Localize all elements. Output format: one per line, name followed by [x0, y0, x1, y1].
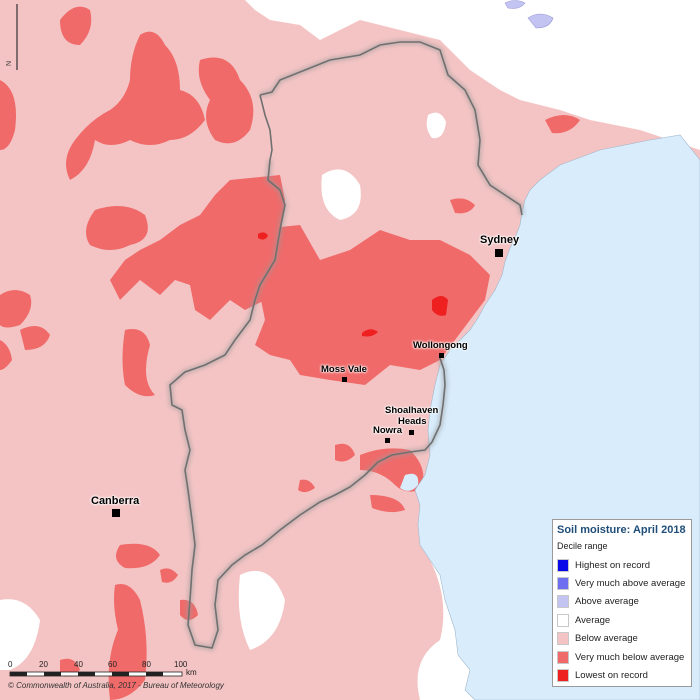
scale-tick-60: 60 [108, 660, 117, 669]
scale-tick-20: 20 [39, 660, 48, 669]
legend-item-lowest: Lowest on record [553, 666, 691, 684]
nowra-marker [385, 438, 390, 443]
legend-title: Soil moisture: April 2018 [557, 524, 686, 536]
scale-tick-100: 100 [174, 660, 188, 669]
city-label-canberra: Canberra [91, 495, 140, 507]
legend-label: Very much above average [575, 578, 686, 590]
scale-bar [9, 671, 183, 677]
average-region-central [321, 169, 361, 220]
city-label-heads: Heads [398, 416, 427, 427]
canberra-marker [112, 509, 120, 517]
legend-label: Highest on record [575, 559, 650, 571]
legend-swatch [557, 577, 569, 591]
legend-item-below: Below average [553, 630, 691, 648]
legend-swatch [557, 595, 569, 609]
legend: Soil moisture: April 2018 Decile range H… [552, 519, 692, 687]
scale-tick-40: 40 [74, 660, 83, 669]
average-region-south [238, 570, 285, 650]
city-label-nowra: Nowra [373, 425, 403, 436]
legend-label: Below average [575, 633, 638, 645]
average-region-small [426, 112, 446, 139]
average-region-northeast [245, 0, 700, 150]
average-region-southwest [0, 599, 40, 670]
north-label-text: N [6, 60, 13, 66]
north-label: N [6, 61, 13, 66]
legend-item-highest: Highest on record [553, 556, 691, 574]
legend-item-above: Above average [553, 593, 691, 611]
legend-swatch [557, 669, 569, 683]
legend-label: Very much below average [575, 651, 685, 663]
sydney-marker [495, 249, 503, 257]
legend-label: Above average [575, 596, 639, 608]
city-label-wollongong: Wollongong [413, 340, 468, 351]
copyright-credit: © Commonwealth of Australia, 2017 - Bure… [8, 681, 224, 690]
bay [400, 473, 419, 491]
legend-item-average: Average [553, 611, 691, 629]
city-label-shoalhaven: Shoalhaven [385, 405, 439, 416]
legend-label: Lowest on record [575, 670, 648, 682]
legend-items: Highest on record Very much above averag… [553, 556, 691, 685]
legend-item-very-much-above: Very much above average [553, 574, 691, 592]
catchment-border [169, 41, 523, 649]
legend-subtitle: Decile range [557, 541, 608, 551]
scale-tick-80: 80 [142, 660, 151, 669]
above-average-areas [504, 0, 554, 29]
very-much-below-average-areas [0, 6, 580, 700]
city-label-sydney: Sydney [480, 234, 520, 246]
moss-vale-marker [342, 377, 347, 382]
legend-swatch [557, 558, 569, 572]
legend-label: Average [575, 614, 611, 626]
scale-tick-0: 0 [8, 660, 13, 669]
city-label-moss-vale: Moss Vale [321, 364, 367, 375]
legend-swatch [557, 613, 569, 627]
lowest-on-record-areas [258, 232, 448, 337]
shoalhaven-heads-marker [409, 430, 414, 435]
legend-swatch [557, 650, 569, 664]
wollongong-marker [439, 353, 444, 358]
scale-unit: km [186, 668, 197, 677]
legend-item-very-much-below: Very much below average [553, 648, 691, 666]
legend-swatch [557, 632, 569, 646]
